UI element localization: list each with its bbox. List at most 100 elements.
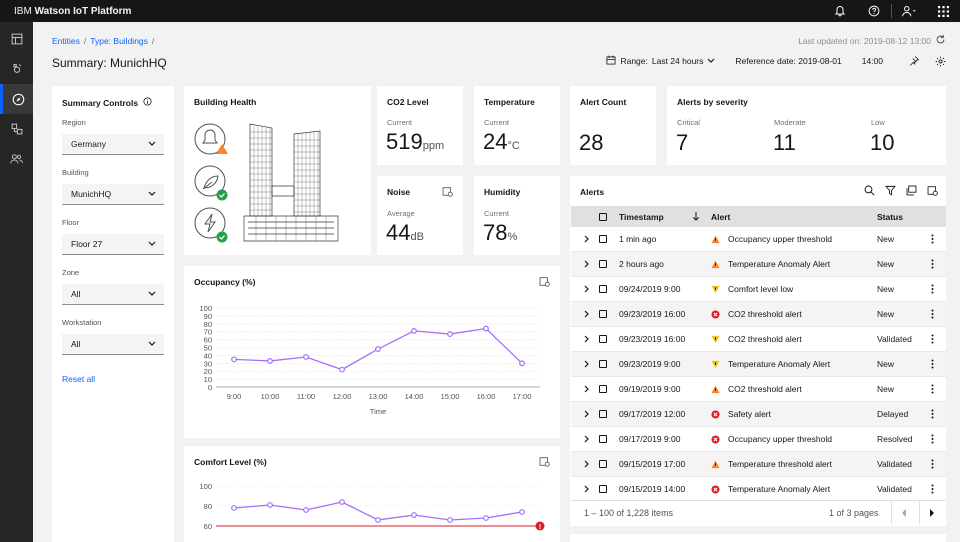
x-tick-label: 11:00 bbox=[297, 392, 315, 401]
table-row[interactable]: 1 min ago Occupancy upper threshold New bbox=[571, 227, 946, 252]
nav-dashboard-icon[interactable] bbox=[0, 24, 33, 54]
floor-dropdown[interactable]: Floor 27 bbox=[62, 234, 164, 255]
table-row[interactable]: 09/17/2019 12:00 Safety alert Delayed bbox=[571, 402, 946, 427]
row-checkbox[interactable] bbox=[599, 327, 607, 351]
range-selector[interactable]: Range: Last 24 hours bbox=[606, 55, 715, 67]
overflow-menu-icon[interactable] bbox=[931, 277, 934, 301]
pin-icon[interactable] bbox=[909, 56, 919, 66]
nav-explore-icon[interactable] bbox=[0, 84, 33, 114]
chart-settings-icon[interactable] bbox=[442, 186, 453, 199]
refresh-icon[interactable] bbox=[935, 34, 946, 47]
breadcrumb-type-buildings[interactable]: Type: Buildings bbox=[90, 36, 148, 46]
humidity-tile[interactable]: Humidity Current 78% bbox=[474, 176, 560, 255]
column-timestamp[interactable]: Timestamp bbox=[619, 206, 700, 227]
alerts-by-severity-tile[interactable]: Alerts by severity Critical 7 Moderate 1… bbox=[667, 86, 946, 165]
health-status-icons bbox=[194, 123, 228, 243]
nav-devices-icon[interactable] bbox=[0, 54, 33, 84]
overflow-menu-icon[interactable] bbox=[931, 452, 934, 476]
row-checkbox[interactable] bbox=[599, 377, 607, 401]
reset-all-link[interactable]: Reset all bbox=[62, 374, 96, 384]
breadcrumb-entities[interactable]: Entities bbox=[52, 36, 80, 46]
building-dropdown[interactable]: MunichHQ bbox=[62, 184, 164, 205]
overflow-menu-icon[interactable] bbox=[931, 252, 934, 276]
expand-row-chevron-icon[interactable] bbox=[584, 252, 590, 276]
overflow-menu-icon[interactable] bbox=[931, 377, 934, 401]
user-menu-icon[interactable] bbox=[892, 0, 926, 22]
row-checkbox[interactable] bbox=[599, 427, 607, 451]
expand-row-chevron-icon[interactable] bbox=[584, 327, 590, 351]
table-row[interactable]: 09/23/2019 16:00 CO2 threshold alert Valid… bbox=[571, 327, 946, 352]
table-row[interactable]: 2 hours ago Temperature Anomaly Alert New bbox=[571, 252, 946, 277]
reference-date[interactable]: Reference date: 2019-08-01 bbox=[735, 56, 841, 66]
row-checkbox[interactable] bbox=[599, 252, 607, 276]
notification-icon[interactable] bbox=[823, 0, 857, 22]
comfort-chart-title: Comfort Level (%) bbox=[194, 457, 267, 467]
row-checkbox[interactable] bbox=[599, 277, 607, 301]
column-status[interactable]: Status bbox=[877, 211, 903, 222]
expand-row-chevron-icon[interactable] bbox=[584, 377, 590, 401]
brand[interactable]: IBM Watson IoT Platform bbox=[14, 6, 131, 17]
table-row[interactable]: 09/15/2019 17:00 Temperature threshold al… bbox=[571, 452, 946, 477]
overflow-menu-icon[interactable] bbox=[931, 302, 934, 326]
nav-users-icon[interactable] bbox=[0, 144, 33, 174]
chart-settings-icon[interactable] bbox=[539, 456, 550, 469]
region-dropdown[interactable]: Germany bbox=[62, 134, 164, 155]
reference-time[interactable]: 14:00 bbox=[862, 56, 883, 66]
workstation-dropdown[interactable]: All bbox=[62, 334, 164, 355]
expand-row-chevron-icon[interactable] bbox=[584, 452, 590, 476]
overflow-menu-icon[interactable] bbox=[931, 227, 934, 251]
overflow-menu-icon[interactable] bbox=[931, 327, 934, 351]
row-checkbox[interactable] bbox=[599, 477, 607, 501]
table-row[interactable]: 09/24/2019 9:00 Comfort level low New bbox=[571, 277, 946, 302]
row-checkbox[interactable] bbox=[599, 302, 607, 326]
table-row[interactable]: 09/17/2019 9:00 Occupancy upper threshold… bbox=[571, 427, 946, 452]
alert-count-tile[interactable]: Alert Count 28 bbox=[570, 86, 656, 165]
expand-row-chevron-icon[interactable] bbox=[584, 352, 590, 376]
app-switcher-icon[interactable] bbox=[926, 0, 960, 22]
overflow-menu-icon[interactable] bbox=[931, 427, 934, 451]
search-icon[interactable] bbox=[864, 185, 875, 198]
table-row[interactable]: 09/19/2019 9:00 CO2 threshold alert New bbox=[571, 377, 946, 402]
workstation-label: Workstation bbox=[62, 318, 102, 327]
data-point bbox=[267, 502, 273, 508]
zone-dropdown[interactable]: All bbox=[62, 284, 164, 305]
expand-row-chevron-icon[interactable] bbox=[584, 227, 590, 251]
prev-page-button[interactable] bbox=[891, 501, 915, 524]
table-row[interactable]: 09/23/2019 9:00 Temperature Anomaly Alert… bbox=[571, 352, 946, 377]
critical-count: 7 bbox=[676, 130, 689, 155]
row-alert-name: CO2 threshold alert bbox=[728, 334, 802, 344]
next-page-button[interactable] bbox=[919, 501, 943, 524]
table-row[interactable]: 09/15/2019 14:00 Temperature Anomaly Aler… bbox=[571, 477, 946, 502]
overflow-menu-icon[interactable] bbox=[931, 352, 934, 376]
nav-data-icon[interactable] bbox=[0, 114, 33, 144]
row-checkbox[interactable] bbox=[599, 227, 607, 251]
expand-row-chevron-icon[interactable] bbox=[584, 427, 590, 451]
expand-row-chevron-icon[interactable] bbox=[584, 402, 590, 426]
table-settings-icon[interactable] bbox=[927, 185, 938, 198]
info-icon[interactable] bbox=[143, 97, 152, 108]
column-alert[interactable]: Alert bbox=[711, 211, 731, 222]
expand-row-chevron-icon[interactable] bbox=[584, 302, 590, 326]
chart-settings-icon[interactable] bbox=[539, 276, 550, 289]
expand-row-chevron-icon[interactable] bbox=[584, 277, 590, 301]
co2-level-tile[interactable]: CO2 Level Current 519ppm bbox=[377, 86, 463, 165]
settings-gear-icon[interactable] bbox=[935, 56, 946, 67]
help-icon[interactable] bbox=[857, 0, 891, 22]
overflow-menu-icon[interactable] bbox=[931, 477, 934, 501]
overflow-menu-icon[interactable] bbox=[931, 402, 934, 426]
expand-row-chevron-icon[interactable] bbox=[584, 477, 590, 501]
table-row[interactable]: 09/23/2019 16:00 CO2 threshold alert New bbox=[571, 302, 946, 327]
alert-count-title: Alert Count bbox=[580, 97, 627, 107]
columns-icon[interactable] bbox=[906, 185, 917, 198]
noise-tile[interactable]: Noise Average 44dB bbox=[377, 176, 463, 255]
temperature-tile[interactable]: Temperature Current 24°C bbox=[474, 86, 560, 165]
filter-icon[interactable] bbox=[885, 185, 896, 198]
row-checkbox[interactable] bbox=[599, 452, 607, 476]
y-tick-label: 80 bbox=[204, 320, 212, 329]
occupancy-chart-tile: Occupancy (%) 0 10 20 30 40 50 60 70 80 90 100 9:00… bbox=[184, 266, 560, 438]
select-all-checkbox[interactable] bbox=[599, 206, 607, 227]
row-checkbox[interactable] bbox=[599, 402, 607, 426]
y-tick-label: 0 bbox=[208, 383, 212, 392]
data-point bbox=[231, 356, 237, 363]
row-checkbox[interactable] bbox=[599, 352, 607, 376]
